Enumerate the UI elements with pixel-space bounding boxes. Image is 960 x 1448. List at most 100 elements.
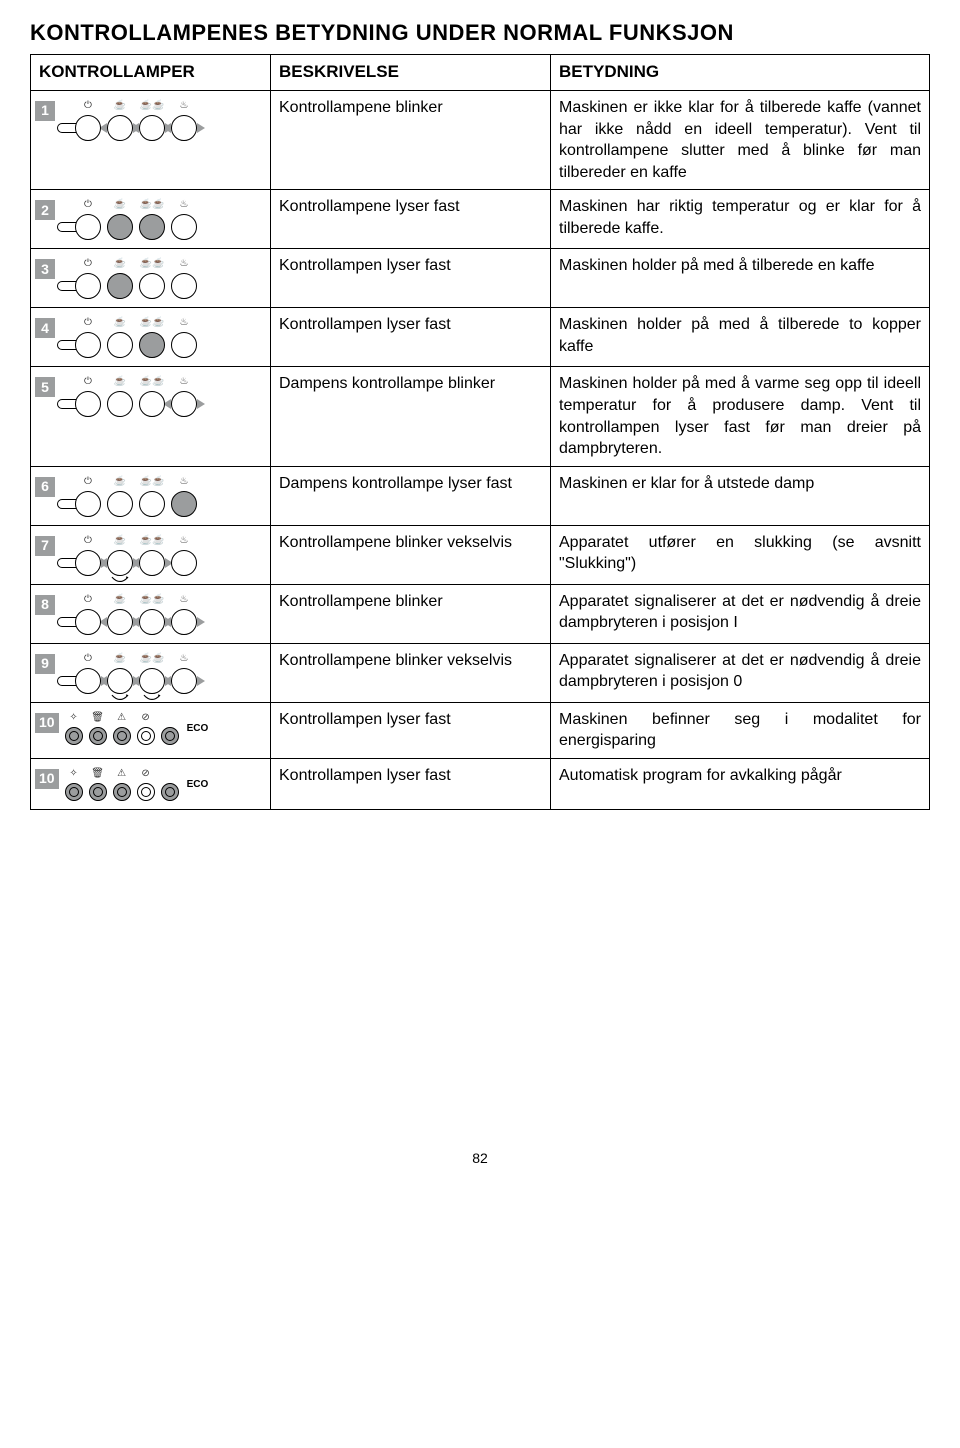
betydning-cell: Apparatet utfører en slukking (se avsnit…: [551, 525, 930, 584]
lamp-icon-label: ⏻: [84, 259, 92, 271]
kontrollamper-cell: 9⏻☕☕☕♨: [31, 643, 271, 702]
table-row: 10✧🗑⚠⊘ECOKontrollampen lyser fastAutomat…: [31, 758, 930, 809]
eco-label: ECO: [187, 778, 209, 792]
lamp-indicator: [139, 668, 165, 694]
lamp-icon-label: 🗑: [91, 713, 104, 725]
lamp-indicator: [161, 727, 179, 745]
lamp-unit: ⏻: [75, 477, 101, 517]
lamp-icon-label: ☕☕: [140, 536, 165, 548]
row-number-badge: 6: [35, 477, 55, 497]
eco-label: ECO: [187, 722, 209, 736]
lamp-unit: ⊘: [137, 769, 155, 801]
table-row: 7⏻☕☕☕♨Kontrollampene blinker vekselvisAp…: [31, 525, 930, 584]
lamp-indicator: [171, 214, 197, 240]
lamp-unit: ♨: [171, 377, 197, 417]
table-row: 9⏻☕☕☕♨Kontrollampene blinker vekselvisAp…: [31, 643, 930, 702]
lamp-icon-label: ⊘: [141, 769, 149, 781]
lamp-icon-label: ⊘: [141, 713, 149, 725]
lamp-icon-label: ☕: [114, 318, 126, 330]
lamp-unit: ♨: [171, 595, 197, 635]
lamp-unit: ⚠: [113, 713, 131, 745]
lamp-icon-label: ⏻: [84, 536, 92, 548]
lamp-unit: ☕: [107, 654, 133, 694]
beskrivelse-cell: Kontrollampene lyser fast: [271, 190, 551, 249]
lamp-indicator: [75, 668, 101, 694]
lamp-icon-label: ☕: [114, 536, 126, 548]
lamp-indicator: [113, 783, 131, 801]
lamp-icon-label: ♨: [180, 318, 189, 330]
lamp-indicator: [75, 550, 101, 576]
lamp-unit: [161, 769, 179, 801]
beskrivelse-cell: Kontrollampene blinker vekselvis: [271, 525, 551, 584]
table-row: 1⏻☕☕☕♨Kontrollampene blinkerMaskinen er …: [31, 90, 930, 189]
lamp-unit: ☕☕: [139, 654, 165, 694]
row-number-badge: 9: [35, 654, 55, 674]
lamp-indicator: [75, 609, 101, 635]
lamp-icon-label: ♨: [180, 259, 189, 271]
lamp-icon-label: ☕: [114, 595, 126, 607]
lamp-indicator: [139, 609, 165, 635]
lamp-indicator: [107, 550, 133, 576]
lamp-icon-label: ☕☕: [140, 318, 165, 330]
lamp-unit: ✧: [65, 769, 83, 801]
beskrivelse-cell: Kontrollampen lyser fast: [271, 702, 551, 758]
lamp-unit: ⏻: [75, 377, 101, 417]
lamp-icon-label: ✧: [69, 769, 77, 781]
lamp-indicator: [65, 783, 83, 801]
lamp-unit: ⏻: [75, 259, 101, 299]
beskrivelse-cell: Kontrollampen lyser fast: [271, 249, 551, 308]
beskrivelse-cell: Dampens kontrollampe blinker: [271, 367, 551, 466]
table-row: 8⏻☕☕☕♨Kontrollampene blinkerApparatet si…: [31, 584, 930, 643]
kontrollamper-cell: 4⏻☕☕☕♨: [31, 308, 271, 367]
lamp-unit: ☕☕: [139, 477, 165, 517]
table-row: 10✧🗑⚠⊘ECOKontrollampen lyser fastMaskine…: [31, 702, 930, 758]
beskrivelse-cell: Kontrollampene blinker: [271, 90, 551, 189]
lamp-unit: ⏻: [75, 595, 101, 635]
lamp-unit: ⊘: [137, 713, 155, 745]
lamp-icon-label: ♨: [180, 200, 189, 212]
lamp-indicator: [139, 550, 165, 576]
lamp-indicator: [107, 391, 133, 417]
lamp-panel: ⏻☕☕☕♨: [59, 194, 197, 244]
lamp-icon-label: ♨: [180, 377, 189, 389]
kontrollamper-cell: 6⏻☕☕☕♨: [31, 466, 271, 525]
lamp-indicator: [75, 332, 101, 358]
beskrivelse-cell: Dampens kontrollampe lyser fast: [271, 466, 551, 525]
lamp-unit: ♨: [171, 101, 197, 141]
lamp-unit: ☕: [107, 259, 133, 299]
lamp-indicator: [171, 609, 197, 635]
lamp-icon-label: ⏻: [84, 318, 92, 330]
lamp-unit: ☕: [107, 477, 133, 517]
betydning-cell: Maskinen holder på med å varme seg opp t…: [551, 367, 930, 466]
row-number-badge: 10: [35, 769, 59, 789]
lamp-icon-label: ☕☕: [140, 101, 165, 113]
lamp-indicator: [89, 727, 107, 745]
lamp-indicator: [75, 491, 101, 517]
lamp-indicator: [139, 214, 165, 240]
table-header-row: KONTROLLAMPER BESKRIVELSE BETYDNING: [31, 55, 930, 91]
lamp-unit: ✧: [65, 713, 83, 745]
lamp-panel: ✧🗑⚠⊘ECO: [63, 763, 209, 805]
header-beskrivelse: BESKRIVELSE: [271, 55, 551, 91]
lamp-unit: ☕☕: [139, 259, 165, 299]
header-betydning: BETYDNING: [551, 55, 930, 91]
lamp-icon-label: ☕: [114, 259, 126, 271]
lamp-unit: ⏻: [75, 200, 101, 240]
lamp-icon-label: ⏻: [84, 101, 92, 113]
lamp-indicator: [75, 391, 101, 417]
lamp-icon-label: ✧: [69, 713, 77, 725]
lamp-icon-label: ☕☕: [140, 477, 165, 489]
lamp-unit: ☕: [107, 595, 133, 635]
kontrollamper-cell: 3⏻☕☕☕♨: [31, 249, 271, 308]
lamp-unit: ♨: [171, 318, 197, 358]
lamp-indicator: [171, 332, 197, 358]
row-number-badge: 2: [35, 200, 55, 220]
row-number-badge: 7: [35, 536, 55, 556]
row-number-badge: 1: [35, 101, 55, 121]
betydning-cell: Maskinen befinner seg i modalitet for en…: [551, 702, 930, 758]
table-row: 3⏻☕☕☕♨Kontrollampen lyser fastMaskinen h…: [31, 249, 930, 308]
lamp-unit: ♨: [171, 200, 197, 240]
page-title: KONTROLLAMPENES BETYDNING UNDER NORMAL F…: [30, 20, 930, 46]
lamp-unit: ⏻: [75, 536, 101, 576]
table-row: 6⏻☕☕☕♨Dampens kontrollampe lyser fastMas…: [31, 466, 930, 525]
